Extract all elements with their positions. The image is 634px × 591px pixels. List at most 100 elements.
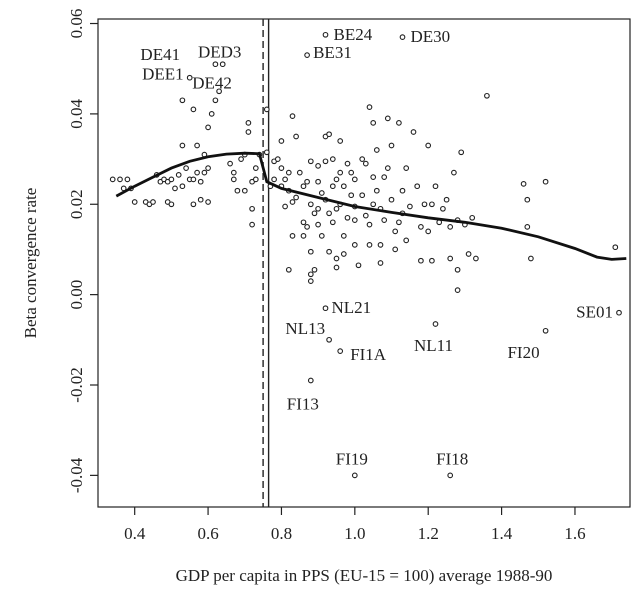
data-point [179,97,186,104]
data-point [245,120,252,126]
data-point [429,201,435,208]
data-point [322,305,329,312]
data-point [190,201,197,208]
data-point [542,178,549,185]
data-point [429,257,435,264]
data-point [542,327,549,334]
data-point [454,266,461,273]
data-points [109,31,622,479]
data-point [234,187,241,194]
x-tick-label: 0.6 [197,524,218,543]
data-point [175,172,182,178]
data-point [263,106,270,113]
data-point [616,309,622,316]
data-point [271,176,277,183]
data-point [473,255,479,262]
data-point [282,176,288,183]
data-point [392,246,399,253]
point-label-fi13: FI13 [287,395,319,414]
data-point [333,264,340,271]
point-label-ded3: DED3 [198,42,241,61]
y-tick-label: 0.04 [67,99,86,129]
data-point [326,248,332,255]
data-point [278,138,285,144]
data-point [252,176,259,183]
plot-frame-group [97,18,631,508]
y-axis: -0.04 -0.02 0.00 0.02 0.04 0.06 [67,9,98,493]
x-tick-label: 0.4 [124,524,146,543]
point-label-fi20: FI20 [507,343,539,362]
data-point [447,224,454,230]
data-point [304,224,310,230]
y-tick-label: 0.02 [67,189,86,219]
data-point [337,138,344,144]
data-point [612,244,619,251]
data-point [289,199,296,205]
y-tick-label: 0.00 [67,280,86,310]
data-point [520,181,527,187]
data-point [205,165,211,171]
data-point [344,214,351,221]
data-point [407,203,413,210]
data-point [208,111,215,117]
point-label-fi19: FI19 [336,449,368,468]
data-point [212,61,219,68]
data-point [348,169,355,176]
data-point [285,266,292,273]
data-point [117,176,123,183]
data-point [348,192,355,199]
smooth-curve [115,151,627,261]
data-point [388,196,395,203]
data-point [249,205,255,212]
data-point [362,160,369,167]
data-point [216,88,222,95]
data-point [307,201,314,208]
data-point [403,237,410,244]
data-point [278,165,285,171]
data-point [432,183,439,190]
data-point [418,257,424,264]
data-point [304,52,310,58]
point-label-fi1a: FI1A [350,345,387,364]
data-point [370,201,377,208]
x-tick-label: 1.4 [491,524,513,543]
y-tick-label: 0.06 [67,9,86,39]
data-point [201,169,208,176]
point-label-nl13: NL13 [285,319,325,338]
data-point [440,205,446,212]
data-point [300,183,307,190]
data-point [197,196,204,203]
data-point [296,169,303,176]
point-label-de41: DE41 [140,45,180,64]
data-point [263,149,270,156]
data-point [366,104,373,110]
data-point [249,221,255,228]
data-point [340,183,347,190]
data-point [370,120,377,126]
point-label-dee1: DEE1 [142,65,184,84]
data-point [373,187,380,194]
data-point [366,242,373,248]
data-point [190,176,197,183]
data-point [414,183,421,190]
point-label-de30: DE30 [411,27,451,46]
data-point [315,163,321,169]
x-axis-title: GDP per capita in PPS (EU-15 = 100) aver… [176,566,553,585]
data-point [432,321,439,327]
data-point [326,210,332,217]
data-point [304,178,310,185]
data-point [333,205,340,212]
plot-frame [97,18,631,508]
data-point [421,201,428,208]
y-axis-title: Beta convergence rate [21,188,40,339]
y-tick-label: -0.02 [67,367,86,402]
x-tick-label: 0.8 [271,524,292,543]
data-point [212,97,219,104]
data-point [315,221,321,228]
data-point [333,255,340,262]
vertical-lines [262,19,270,507]
data-point [329,219,336,226]
data-point [418,224,424,230]
data-point [465,251,472,257]
data-point [451,169,457,176]
